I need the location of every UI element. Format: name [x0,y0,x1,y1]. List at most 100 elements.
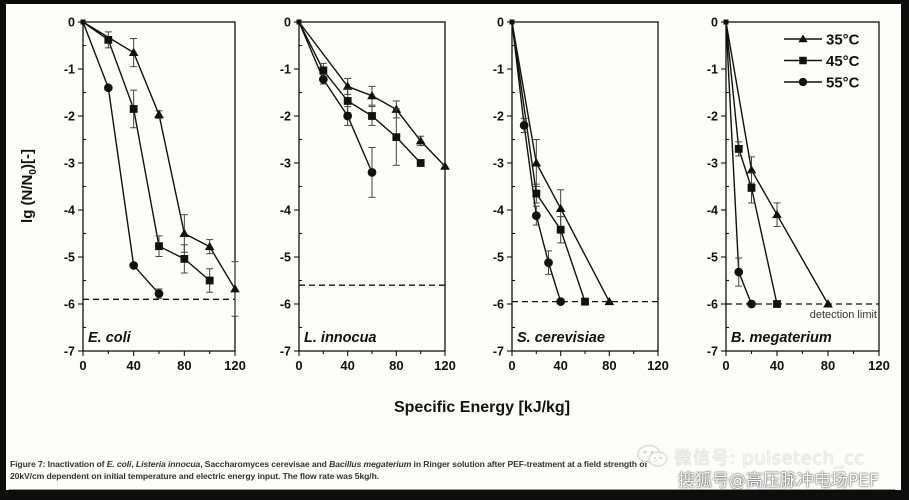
series-line [298,21,422,164]
caption-species-2: Listeria innocua [135,459,201,469]
figure-caption: Figure 7: Inactivation of E. coli, Liste… [10,458,650,482]
data-point-square [392,133,401,142]
caption-divider [9,489,895,490]
data-point-triangle [415,136,426,145]
y-tick-label: -3 [280,157,291,171]
series-55c [511,21,566,307]
y-axis-title-part: )[-] [19,149,36,169]
data-point-square [155,242,163,251]
data-point-triangle [367,90,377,100]
data-point-circle [747,299,756,309]
y-tick-label: -4 [707,204,718,218]
detection-limit-label: detection limit [810,309,877,321]
legend-label: 35°C [826,32,860,49]
wechat-icon [637,444,668,467]
data-point-square [180,254,189,263]
series-55c [82,21,164,299]
y-tick-label: -2 [280,110,291,124]
data-point-square [129,105,138,113]
data-point-square [343,97,352,105]
series-35c [511,21,615,306]
origin-point [296,19,302,25]
watermark-sohu: 搜狐号@高压脉冲电场PEF [678,471,879,491]
data-point-circle [544,258,553,268]
caption-prefix: Figure 7: Inactivation of [10,459,107,469]
y-tick-label: -5 [493,251,504,265]
data-point-square [319,66,328,75]
data-point-square [532,189,541,198]
y-tick-label: 0 [284,16,291,30]
caption-text-2: , Saccharomyces cerevisae and [200,459,330,469]
y-tick-label: 0 [711,16,718,30]
panel-species-label: E. coli [88,330,132,346]
watermark-wechat: 微信号: pulsetech_cc [674,448,865,469]
y-axis-title-part: 0 [28,169,39,175]
data-point-circle [531,211,541,221]
panel-l-innocua: 0 -1 -2 -3 -4 -5 -6 -7 0 40 80 120 L. innocua [280,16,456,374]
data-point-square [734,144,743,153]
panel-e-coli: 0 -1 -2 -3 -4 -5 -6 -7 0 40 80 120 E. coli [64,16,246,374]
panel-b-megaterium: 0 -1 -2 -3 -4 -5 -6 -7 0 40 80 120 detection limit B.… [707,16,890,374]
data-point-square [205,276,214,285]
data-point-triangle [555,203,566,213]
y-tick-label: 0 [497,16,504,30]
caption-text-3: in Ringer solution after PEF-treatment a… [10,459,648,481]
data-point-square [556,225,565,234]
caption-species-1: E. coli [106,459,132,469]
x-tick-label: 0 [722,358,729,373]
series-line [82,21,160,295]
legend-label: 45°C [826,53,860,70]
series-45c [298,21,425,167]
data-point-circle [154,289,164,299]
x-tick-label: 40 [553,358,567,373]
series-45c [82,21,214,293]
y-tick-label: -3 [493,157,504,171]
data-point-square [581,297,589,306]
panel-species-label: B. megaterium [731,330,832,346]
x-tick-label: 80 [821,358,835,373]
data-point-square [747,184,756,192]
data-point-circle [556,297,566,307]
data-point-triangle [746,165,757,174]
series-35c [725,21,833,308]
x-tick-label: 80 [602,358,616,373]
data-point-circle [103,83,113,93]
y-tick-label: -4 [64,204,75,218]
legend: 35°C 45°C 55°C [784,32,860,92]
x-tick-label: 80 [177,358,191,373]
origin-point [80,19,86,25]
series-line [511,21,610,302]
data-point-square [368,112,376,120]
y-tick-label: -1 [280,63,291,77]
legend-marker-triangle [798,34,808,43]
data-point-square [416,159,425,167]
y-tick-label: -6 [64,298,75,312]
y-tick-label: -2 [707,110,718,124]
y-tick-label: -2 [64,110,75,124]
y-axis-title: lg (N/N0)[-] [19,149,39,223]
y-tick-label: -6 [707,298,718,312]
data-point-circle [318,74,328,84]
panel-species-label: L. innocua [304,330,377,346]
caption-species-3: Bacillus megaterium [329,459,412,469]
series-45c [511,21,589,306]
y-tick-label: -1 [64,63,75,77]
y-tick-label: -7 [280,345,291,359]
y-tick-label: -6 [493,298,504,312]
y-tick-label: -2 [493,110,504,124]
data-point-triangle [342,81,353,90]
series-line [82,21,211,282]
figure-sheet: 0 -1 -2 -3 -4 -5 -6 -7 0 40 80 120 E. coli 0 -1 -2 -3 -4-… [6,4,901,491]
y-tick-label: -3 [64,157,75,171]
y-tick-label: -3 [707,157,718,171]
data-point-square [773,300,781,308]
legend-marker-circle [798,77,808,87]
data-point-triangle [772,209,782,219]
legend-marker-square [799,56,807,65]
data-point-triangle [823,299,833,308]
series-line [82,21,236,290]
x-tick-label: 0 [508,358,515,373]
series-line [725,21,829,305]
series-line [298,21,373,173]
data-point-square [104,35,113,44]
